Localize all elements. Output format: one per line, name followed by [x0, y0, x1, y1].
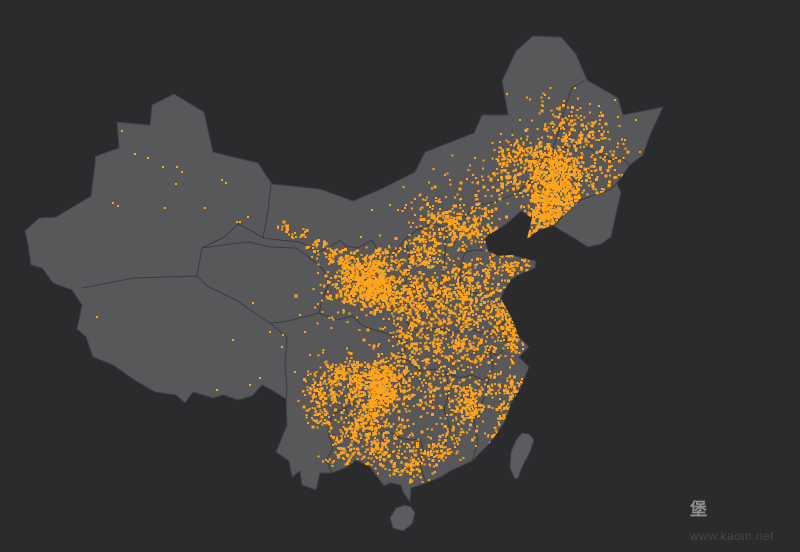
province-border-line	[201, 241, 330, 324]
province-border-line	[471, 374, 491, 462]
map-title-glyph: 堡	[690, 500, 707, 519]
province-border-line	[406, 359, 447, 373]
korea-landmass	[553, 182, 622, 248]
dot-layer	[94, 85, 646, 484]
province-border-line	[318, 312, 408, 344]
province-border-line	[325, 414, 334, 474]
province-border-line	[445, 371, 491, 381]
province-border-line	[196, 184, 272, 277]
watermark: www.kaom.net	[690, 529, 775, 543]
province-border-line	[81, 275, 198, 289]
taiwan-island	[509, 432, 535, 480]
hainan-island	[389, 504, 416, 532]
